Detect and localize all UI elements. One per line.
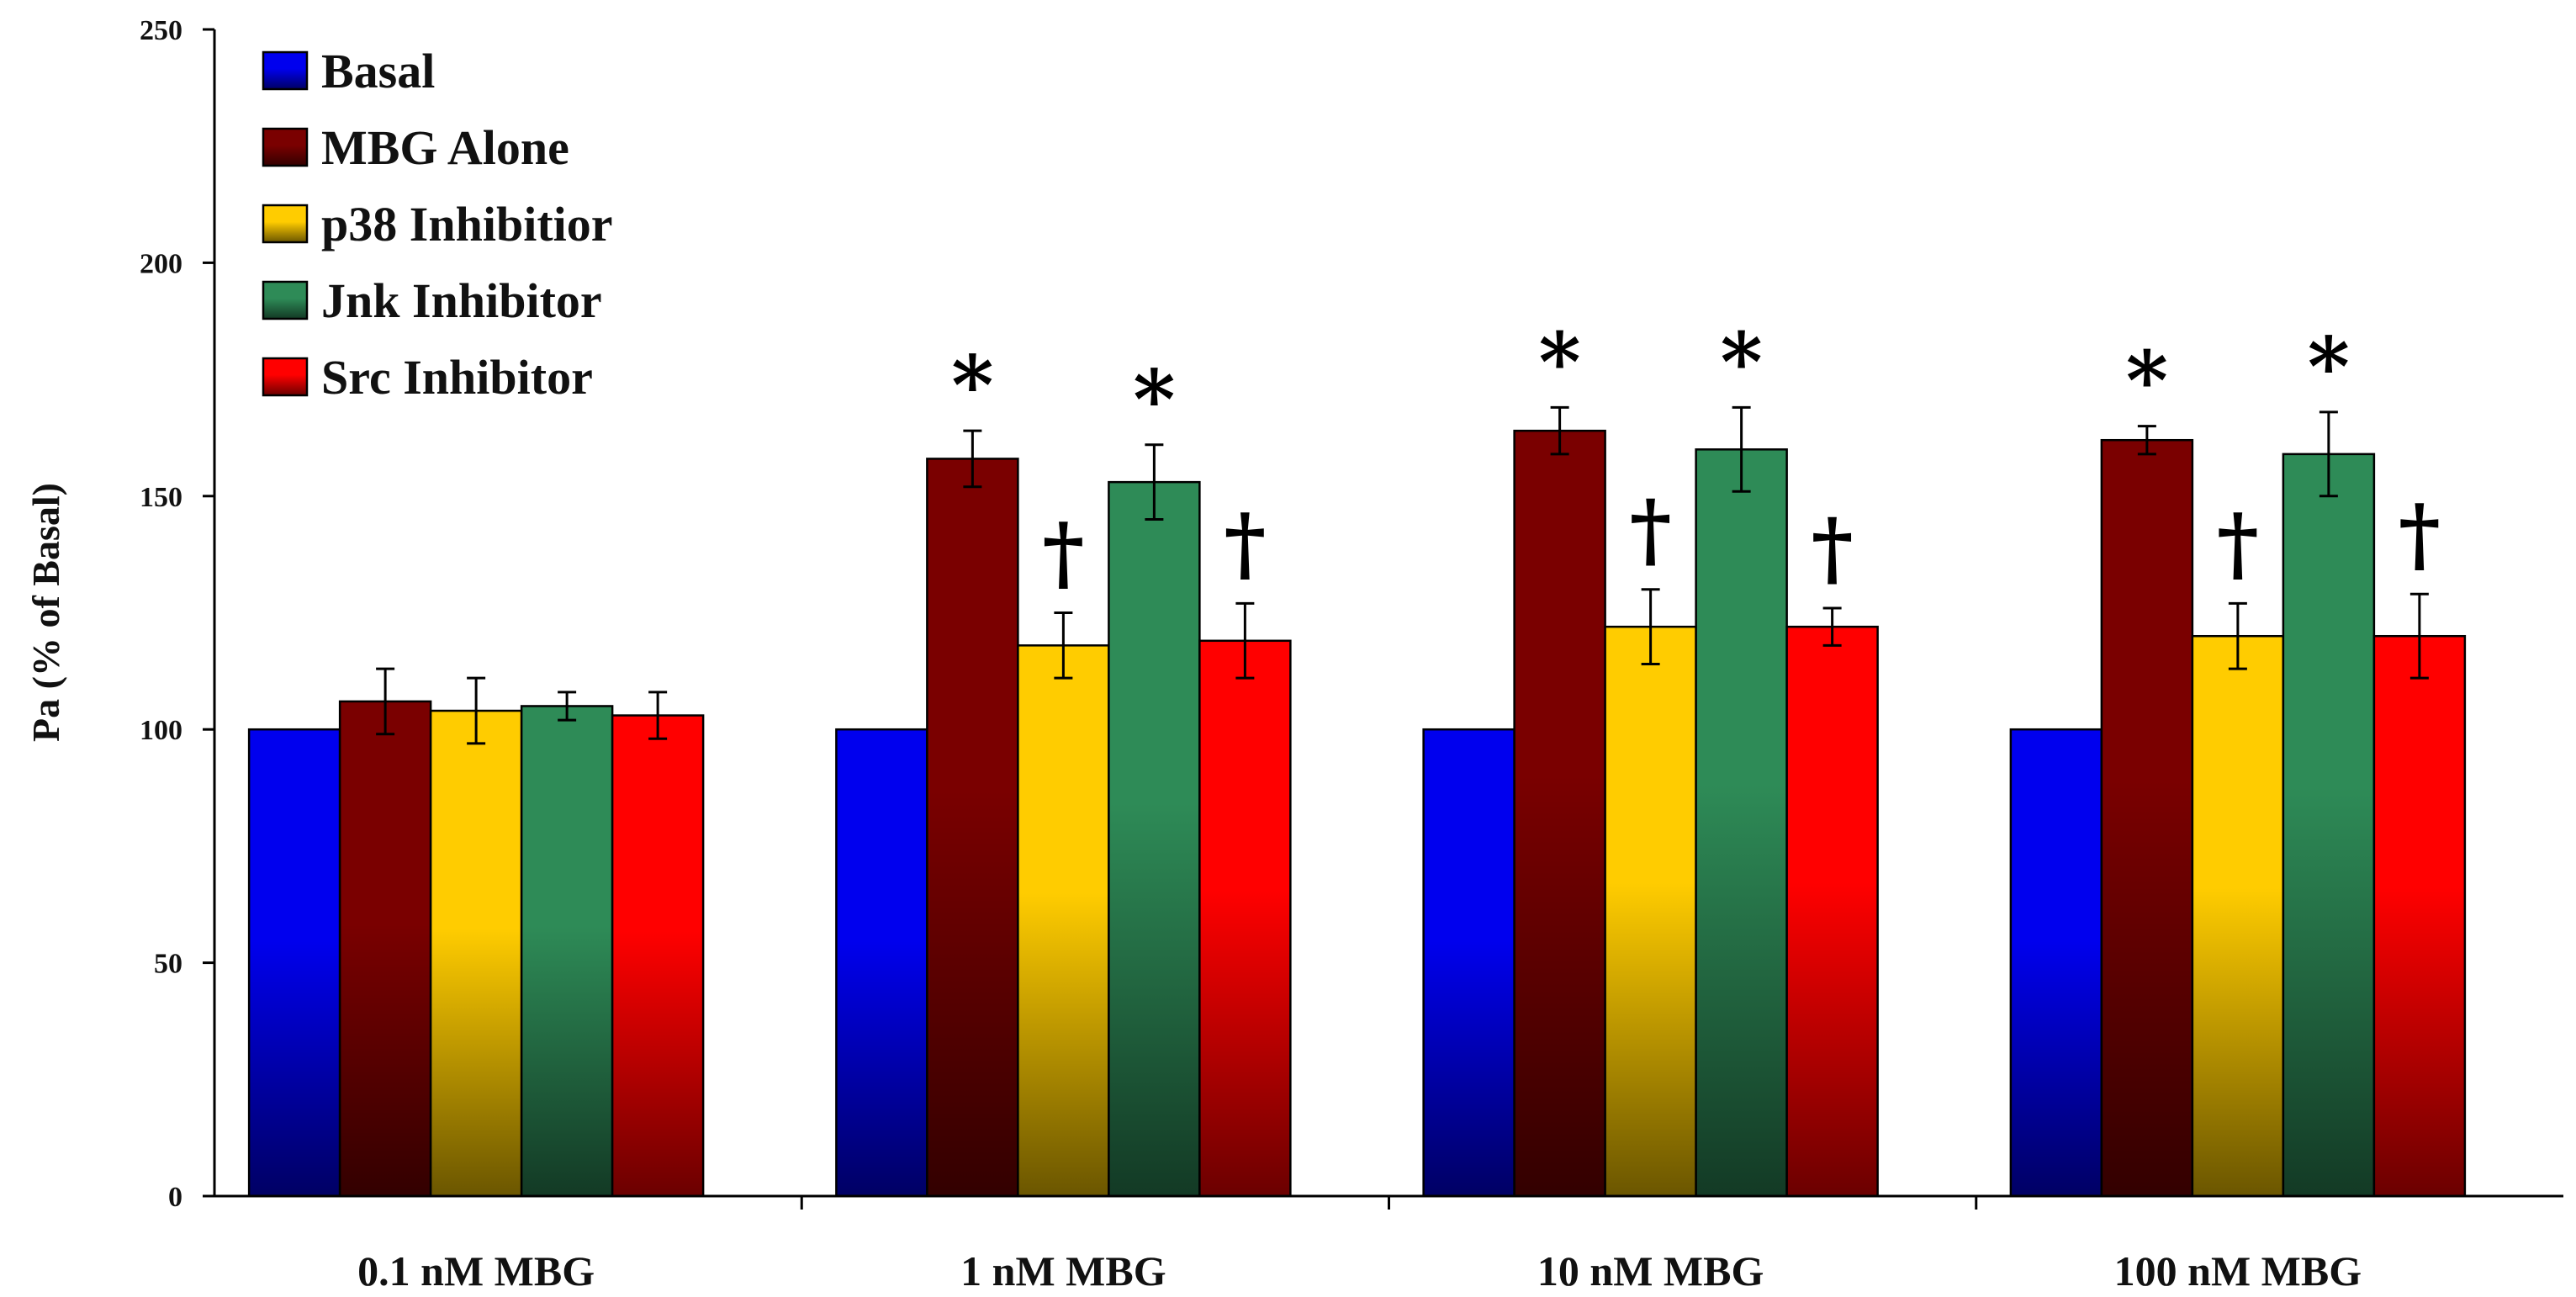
- significance-mark: †: [1224, 495, 1266, 590]
- x-axis-categories: 0.1 nM MBG 1 nM MBG 10 nM MBG 100 nM MBG: [357, 1196, 2362, 1294]
- significance-mark: *: [2126, 334, 2168, 429]
- significance-mark: *: [1721, 315, 1763, 410]
- significance-mark: †: [1042, 506, 1084, 601]
- legend-swatch: [262, 50, 309, 91]
- significance-mark: †: [1630, 482, 1672, 577]
- y-tick-label: 50: [154, 949, 182, 980]
- legend-swatch: [262, 204, 309, 244]
- legend-swatch: [262, 357, 309, 397]
- legend-label: Src Inhibitor: [321, 350, 593, 405]
- significance-mark: *: [1133, 352, 1175, 447]
- x-category-label: 1 nM MBG: [960, 1247, 1166, 1294]
- bar: [247, 728, 341, 1198]
- y-tick-label: 200: [140, 248, 182, 279]
- y-tick-label: 0: [168, 1182, 182, 1213]
- bar: [1695, 448, 1788, 1198]
- bar: [926, 458, 1019, 1198]
- legend-label: Basal: [321, 44, 435, 98]
- legend-label: Jnk Inhibitor: [321, 273, 602, 328]
- bar: [1198, 639, 1292, 1198]
- legend-swatch: [262, 280, 309, 320]
- bar: [1785, 625, 1879, 1198]
- y-axis-title: Pa (% of Basal): [24, 483, 67, 742]
- significance-mark: *: [951, 338, 993, 433]
- y-axis-ticks: 0 50 100 150 200 250: [140, 15, 214, 1213]
- bar: [1604, 625, 1697, 1198]
- y-tick-label: 150: [140, 482, 182, 513]
- bar: [835, 728, 928, 1198]
- bar: [2282, 453, 2376, 1198]
- legend-swatch: [262, 127, 309, 167]
- bar: [1017, 644, 1110, 1198]
- significance-mark: *: [1539, 315, 1581, 410]
- bar: [611, 714, 705, 1198]
- y-tick-label: 250: [140, 15, 182, 46]
- bar: [1513, 429, 1606, 1198]
- bar: [2372, 634, 2467, 1198]
- significance-mark: *: [2308, 320, 2350, 415]
- bars: * † * † * † * † * † * †: [247, 315, 2467, 1198]
- bar: [2009, 728, 2103, 1198]
- legend: Basal MBG Alone p38 Inhibitior Jnk Inhibito…: [262, 44, 613, 405]
- legend-label: p38 Inhibitior: [321, 197, 613, 251]
- significance-mark: †: [1812, 500, 1854, 596]
- bar: [1422, 728, 1515, 1198]
- bar: [1108, 480, 1201, 1198]
- legend-label: MBG Alone: [321, 120, 569, 175]
- bar: [520, 705, 614, 1198]
- bar: [2100, 438, 2194, 1198]
- y-tick-label: 100: [140, 715, 182, 746]
- x-category-label: 10 nM MBG: [1537, 1247, 1764, 1294]
- significance-mark: †: [2217, 495, 2259, 590]
- significance-mark: †: [2399, 486, 2441, 581]
- x-category-label: 100 nM MBG: [2114, 1247, 2362, 1294]
- bar: [2191, 634, 2285, 1198]
- bar: [338, 700, 432, 1198]
- x-category-label: 0.1 nM MBG: [357, 1247, 595, 1294]
- bar: [429, 709, 523, 1198]
